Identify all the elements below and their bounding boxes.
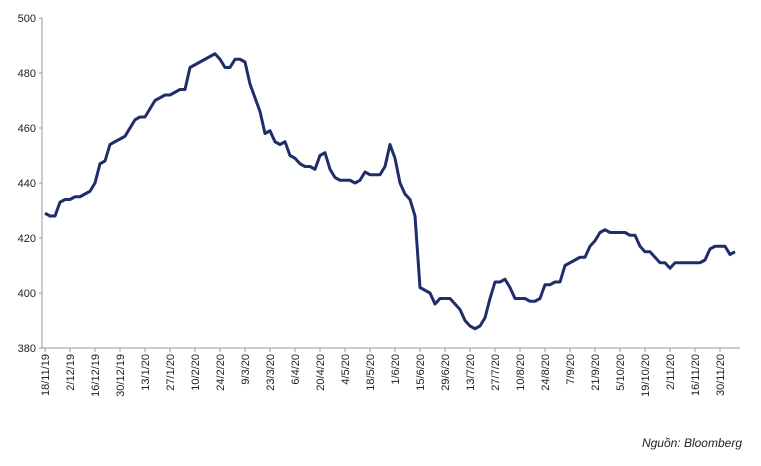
x-tick-label: 18/5/20 xyxy=(365,354,377,391)
x-tick-label: 6/4/20 xyxy=(290,354,302,385)
x-tick-label: 30/12/19 xyxy=(115,354,127,397)
price-line xyxy=(44,52,736,331)
y-tick-label: 380 xyxy=(18,343,36,355)
x-tick-label: 1/6/20 xyxy=(390,354,402,385)
x-tick-label: 2/11/20 xyxy=(665,354,677,390)
y-tick-label: 480 xyxy=(18,68,36,80)
y-tick-label: 460 xyxy=(18,123,36,135)
y-tick-label: 400 xyxy=(18,288,36,300)
x-tick-label: 4/5/20 xyxy=(340,354,352,385)
y-tick-label: 440 xyxy=(18,178,36,190)
x-tick-label: 10/8/20 xyxy=(515,354,527,391)
x-tick-label: 24/2/20 xyxy=(215,354,227,391)
x-tick-label: 30/11/20 xyxy=(715,354,727,396)
x-tick-label: 16/12/19 xyxy=(90,354,102,397)
x-tick-label: 7/9/20 xyxy=(565,354,577,385)
x-tick-label: 5/10/20 xyxy=(615,354,627,391)
y-tick-label: 420 xyxy=(18,233,36,245)
x-tick-label: 27/7/20 xyxy=(490,354,502,391)
x-tick-label: 13/7/20 xyxy=(465,354,477,391)
x-tick-label: 27/1/20 xyxy=(165,354,177,391)
x-tick-label: 24/8/20 xyxy=(540,354,552,391)
x-tick-label: 21/9/20 xyxy=(590,354,602,391)
x-tick-label: 2/12/19 xyxy=(65,354,77,391)
x-tick-label: 16/11/20 xyxy=(690,354,702,396)
x-tick-label: 15/6/20 xyxy=(415,354,427,391)
x-tick-label: 13/1/20 xyxy=(140,354,152,391)
x-tick-label: 29/6/20 xyxy=(440,354,452,391)
source-note: Nguồn: Bloomberg xyxy=(642,436,742,450)
x-tick-label: 9/3/20 xyxy=(240,354,252,385)
x-tick-label: 20/4/20 xyxy=(315,354,327,391)
x-tick-label: 10/2/20 xyxy=(190,354,202,391)
x-tick-label: 23/3/20 xyxy=(265,354,277,391)
x-tick-label: 19/10/20 xyxy=(640,354,652,397)
y-tick-label: 500 xyxy=(18,13,36,25)
x-tick-label: 18/11/19 xyxy=(40,354,52,396)
